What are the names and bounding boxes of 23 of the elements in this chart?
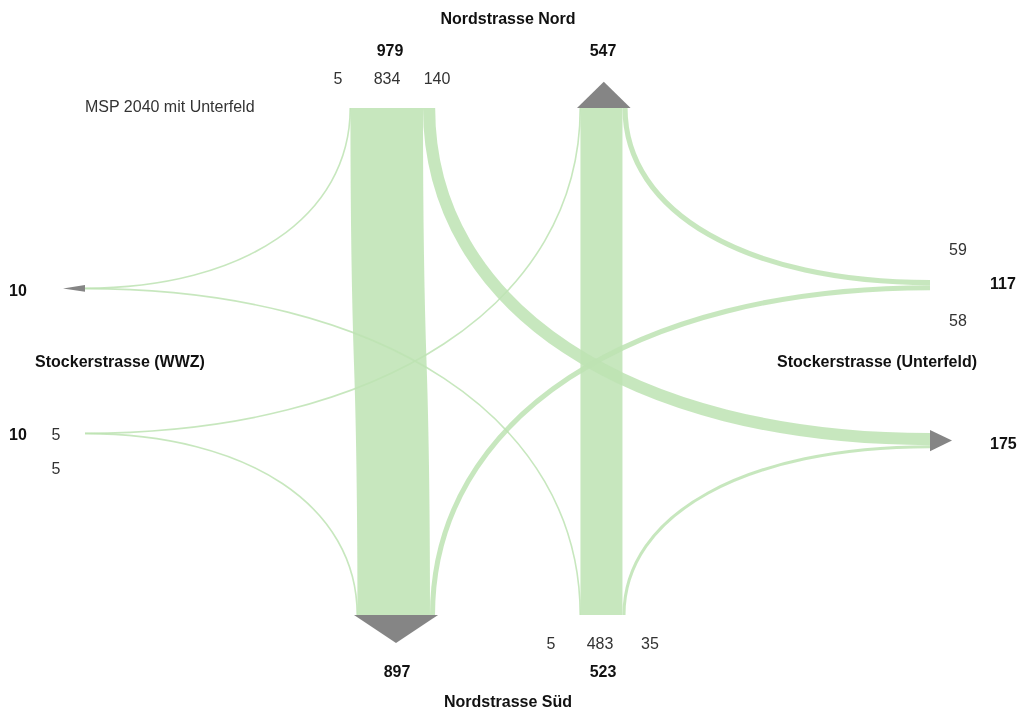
category-label: Stockerstrasse (WWZ): [35, 353, 205, 371]
data-label: 5: [333, 70, 343, 88]
data-label: 5: [51, 460, 61, 478]
text: 10: [9, 426, 27, 444]
text: 897: [383, 663, 411, 681]
text: 547: [589, 42, 617, 60]
category-label: Stockerstrasse (Unterfeld): [776, 353, 978, 371]
category-label: Nordstrasse Nord: [440, 10, 576, 28]
data-label: 5: [546, 635, 556, 653]
data-label: 523: [589, 663, 617, 681]
text: 175: [990, 435, 1017, 453]
data-label: 140: [423, 70, 451, 88]
data-label: 59: [949, 241, 967, 259]
data-label: 117: [990, 275, 1016, 293]
data-label: 5: [51, 426, 61, 444]
category-label: Nordstrasse Süd: [443, 693, 573, 711]
data-label: 10: [9, 282, 27, 300]
data-label: 979: [376, 42, 404, 60]
data-label: 58: [949, 312, 967, 330]
data-label: 483: [586, 635, 614, 653]
data-label: 834: [373, 70, 401, 88]
data-label: 35: [641, 635, 659, 653]
text: MSP 2040 mit Unterfeld: [85, 98, 255, 116]
